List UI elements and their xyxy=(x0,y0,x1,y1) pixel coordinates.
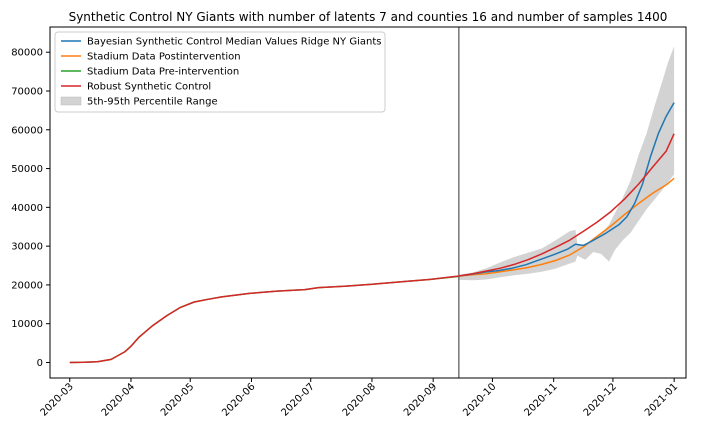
x-tick-label: 2020-05 xyxy=(159,381,196,418)
y-tick-label: 50000 xyxy=(11,164,43,175)
series-line-0 xyxy=(458,102,675,277)
y-tick-label: 30000 xyxy=(11,242,43,253)
y-tick-label: 20000 xyxy=(11,280,43,291)
chart-title: Synthetic Control NY Giants with number … xyxy=(69,10,668,24)
plot-area xyxy=(69,27,675,378)
x-tick-label: 2020-04 xyxy=(100,381,137,418)
legend-label: Bayesian Synthetic Control Median Values… xyxy=(87,37,381,48)
y-tick-label: 60000 xyxy=(11,125,43,136)
x-tick-label: 2020-11 xyxy=(522,381,559,418)
legend-label: Stadium Data Postintervention xyxy=(87,52,241,63)
y-tick-label: 40000 xyxy=(11,203,43,214)
legend-label: Stadium Data Pre-intervention xyxy=(87,67,239,78)
plot-frame xyxy=(49,26,687,379)
legend-box xyxy=(54,31,386,113)
legend-label: Robust Synthetic Control xyxy=(87,82,211,93)
y-tick-label: 70000 xyxy=(11,86,43,97)
percentile-band xyxy=(458,46,675,281)
legend-label: 5th-95th Percentile Range xyxy=(87,97,218,108)
series-line-3 xyxy=(69,133,675,364)
series-line-1 xyxy=(458,177,675,277)
legend-swatch xyxy=(60,96,82,106)
legend: Bayesian Synthetic Control Median Values… xyxy=(54,31,386,113)
x-tick-label: 2020-09 xyxy=(402,381,439,418)
y-tick-label: 10000 xyxy=(11,319,43,330)
y-tick-label: 0 xyxy=(37,358,43,369)
y-tick-label: 80000 xyxy=(11,48,43,59)
x-tick-label: 2020-03 xyxy=(39,381,76,418)
x-tick-label: 2020-12 xyxy=(582,381,619,418)
x-tick-label: 2020-07 xyxy=(280,381,317,418)
x-tick-label: 2020-10 xyxy=(461,381,498,418)
x-tick-label: 2020-06 xyxy=(220,381,257,418)
x-tick-label: 2021-01 xyxy=(643,381,680,418)
x-tick-label: 2020-08 xyxy=(341,381,378,418)
